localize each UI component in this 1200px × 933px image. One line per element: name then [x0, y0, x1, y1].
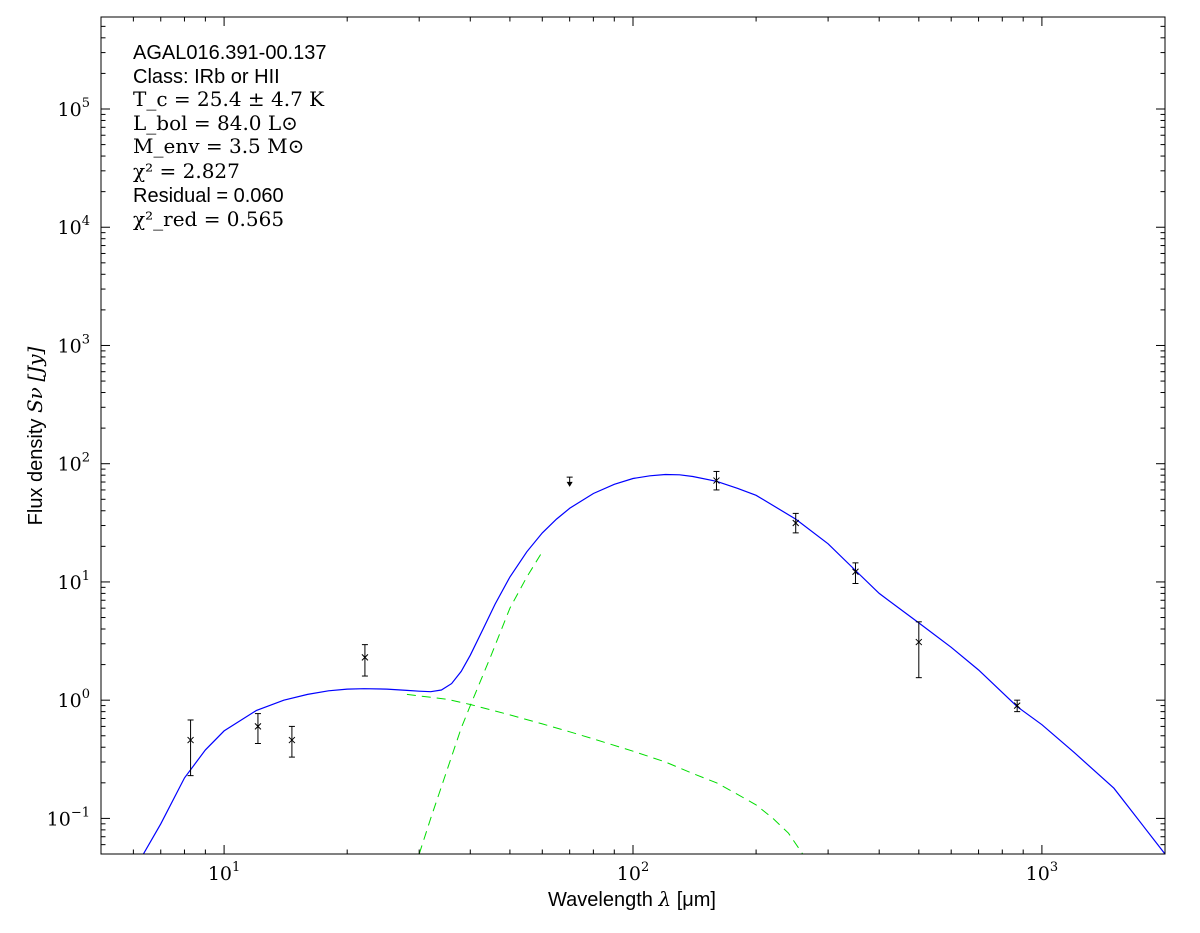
data-point: [915, 621, 923, 679]
y-tick-label-exp: 5: [82, 96, 90, 111]
x-tick-label-base: 10: [208, 863, 232, 885]
x-axis-label-symbol: λ: [657, 887, 671, 911]
y-tick-label: 101: [58, 569, 90, 594]
x-tick-label: 101: [208, 860, 240, 885]
y-tick-label-exp: 4: [82, 214, 90, 229]
point-marker: [187, 736, 194, 744]
x-tick-label-base: 10: [617, 863, 641, 885]
ticks-layer: [100, 16, 1166, 855]
y-tick-label-exp: 1: [82, 569, 90, 584]
annotation-chi2: χ² = 2.827: [133, 159, 240, 183]
point-marker: [288, 736, 296, 744]
y-tick-label: 105: [58, 96, 90, 121]
y-tick-label-base: 10: [58, 217, 82, 239]
point-marker: [1013, 702, 1021, 709]
data-point: [792, 512, 800, 534]
point-marker: [254, 723, 262, 730]
x-axis-label-text: Wavelength: [548, 889, 653, 911]
point-marker: [792, 519, 800, 527]
data-point: [361, 644, 369, 677]
data-point: [1013, 699, 1021, 713]
upper-limit-arrow: [566, 481, 573, 487]
data-point: [254, 713, 262, 745]
annotation-lbol: L_bol = 84.0 L⊙: [133, 111, 298, 135]
x-tick-label-exp: 3: [1050, 860, 1058, 875]
y-tick-label: 10−1: [47, 805, 90, 830]
annotation-class: Class: IRb or HII: [133, 66, 280, 88]
point-marker: [915, 638, 923, 646]
fit-component-cold: [418, 551, 543, 854]
fit-total-curve: [142, 473, 1165, 854]
y-tick-label-base: 10: [58, 335, 82, 357]
fit-component-warm: [406, 693, 804, 854]
x-tick-label: 103: [1026, 860, 1058, 885]
annotation-menv: M_env = 3.5 M⊙: [133, 134, 304, 158]
y-tick-label-base: 10: [58, 690, 82, 712]
y-tick-label: 103: [58, 332, 90, 357]
y-tick-label-exp: 0: [82, 687, 90, 702]
point-marker: [361, 654, 369, 661]
x-tick-label-exp: 1: [232, 860, 240, 875]
y-tick-label-base: 10: [58, 572, 82, 594]
points-layer: [187, 470, 1021, 777]
y-axis-label-text: Flux density: [25, 419, 47, 526]
data-point: [187, 719, 194, 777]
fit-annotations: AGAL016.391-00.137 Class: IRb or HII T_c…: [133, 42, 327, 231]
x-axis-label-unit: [μm]: [677, 889, 716, 911]
upper-limit: [566, 476, 573, 487]
annotation-tc: T_c = 25.4 ± 4.7 K: [133, 87, 325, 111]
y-tick-label-exp: 3: [82, 332, 90, 347]
data-point: [288, 725, 296, 758]
x-tick-label-exp: 2: [641, 860, 649, 875]
data-point: [713, 470, 720, 491]
point-marker: [852, 568, 859, 576]
x-tick-label-base: 10: [1026, 863, 1050, 885]
y-tick-label: 100: [58, 687, 90, 712]
y-tick-label-base: 10: [58, 99, 82, 121]
y-axis-label-symbol: Sν: [23, 387, 47, 413]
y-axis-label-unit: [Jy]: [23, 346, 47, 381]
y-tick-label: 102: [58, 451, 90, 476]
y-tick-label-base: 10: [58, 454, 82, 476]
annotation-source: AGAL016.391-00.137: [133, 42, 327, 64]
point-marker: [713, 477, 720, 484]
y-tick-label-base: 10: [47, 808, 71, 830]
annotation-chi2red: χ²_red = 0.565: [133, 207, 284, 231]
y-tick-label: 104: [58, 214, 90, 239]
x-tick-label: 102: [617, 860, 649, 885]
annotation-residual: Residual = 0.060: [133, 185, 284, 207]
y-tick-label-exp: −1: [71, 805, 90, 820]
data-point: [852, 562, 859, 585]
x-axis-label: Wavelength λ [μm]: [548, 887, 716, 911]
y-tick-label-exp: 2: [82, 451, 90, 466]
fit-layer: [142, 473, 1165, 854]
y-axis-label: Flux density Sν [Jy]: [23, 346, 47, 525]
